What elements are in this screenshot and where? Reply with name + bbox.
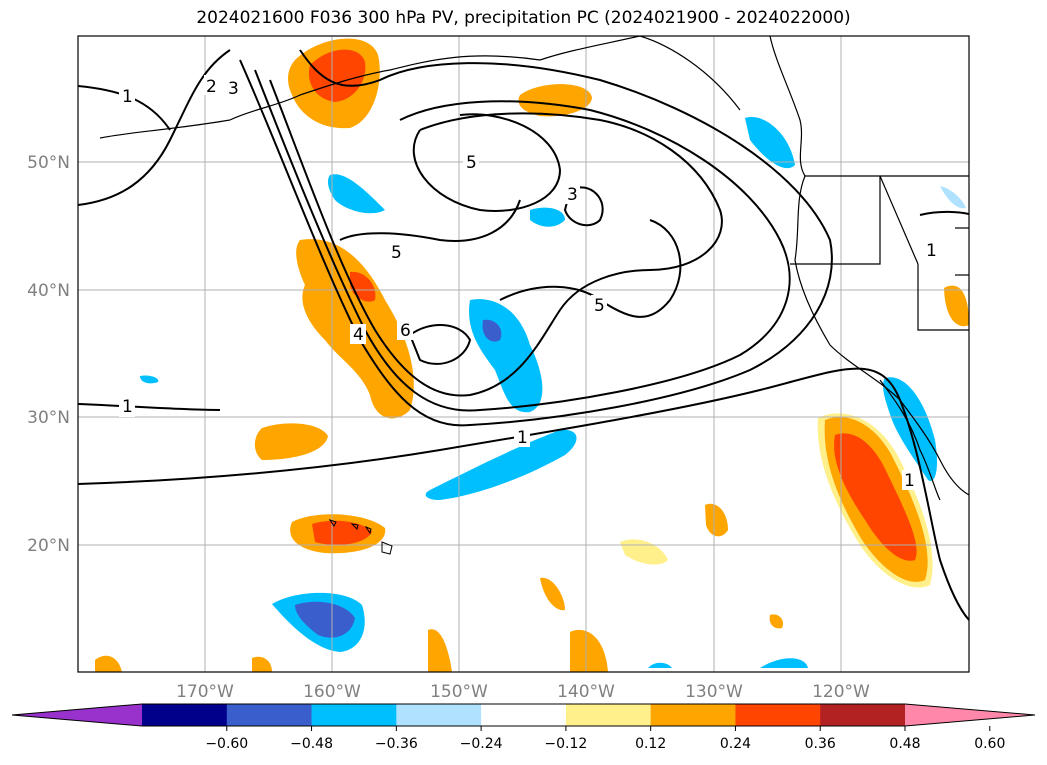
pv-contour-3-mid xyxy=(254,69,791,412)
precip-negative-region xyxy=(745,117,795,169)
map-border xyxy=(77,35,970,673)
pv-contour-6 xyxy=(408,323,472,365)
lon-label: 160°W xyxy=(303,682,361,702)
lat-label: 50°N xyxy=(27,153,70,173)
colorbar-tick-label: −0.36 xyxy=(375,736,418,752)
precip-positive-region xyxy=(944,285,969,327)
colorbar-tick-label: 0.36 xyxy=(805,736,836,752)
pv-contour-1-east xyxy=(919,210,969,216)
precip-positive-region xyxy=(570,629,608,672)
precip-negative-core xyxy=(482,319,502,342)
precip-negative-core xyxy=(295,601,355,638)
precip-negative-region xyxy=(327,174,385,214)
contour-label: 5 xyxy=(466,153,477,173)
contour-label: 2 xyxy=(206,77,217,97)
pv-contour-4 xyxy=(269,79,723,397)
precip-positive-region xyxy=(769,614,784,629)
colorbar-segment xyxy=(396,704,482,726)
colorbar-extend-high xyxy=(905,704,1035,726)
contour-label: 6 xyxy=(400,321,411,341)
colorbar-segment xyxy=(311,704,397,726)
coastlines xyxy=(99,36,969,501)
precip-negative-region xyxy=(530,207,565,227)
pv-contour-2 xyxy=(78,49,231,206)
lon-label: 150°W xyxy=(430,682,488,702)
colorbar-extend-low xyxy=(12,704,142,726)
contour-label: 1 xyxy=(122,87,133,107)
colorbar: −0.60 −0.48 −0.36 −0.24 −0.12 0.12 0.24 0.36 0.4… xyxy=(11,703,1036,752)
contour-labels: 1 2 3 5 3 5 5 6 4 1 1 1 1 xyxy=(119,75,940,491)
contour-label: 1 xyxy=(904,471,915,491)
precip-positive-region xyxy=(620,539,668,565)
lat-label: 40°N xyxy=(27,281,70,301)
colorbar-tick-label: 0.24 xyxy=(720,736,751,752)
colorbar-segment xyxy=(481,704,567,726)
latitude-labels: 50°N 40°N 30°N 20°N xyxy=(27,153,70,556)
pv-contour-1 xyxy=(78,367,969,621)
contour-label: 3 xyxy=(567,185,578,205)
pv-contour-1-west xyxy=(78,403,221,411)
precip-positive-region xyxy=(540,577,565,611)
colorbar-segment xyxy=(820,704,906,726)
precip-negative-region xyxy=(940,186,966,209)
colorbar-segment xyxy=(226,704,313,726)
precip-positive-region xyxy=(518,84,592,117)
precip-positive-core xyxy=(308,49,366,102)
contour-label: 4 xyxy=(353,325,364,345)
colorbar-outline xyxy=(11,703,1036,727)
contour-label: 1 xyxy=(517,428,528,448)
lon-label: 170°W xyxy=(176,682,234,702)
colorbar-tick-label: 0.12 xyxy=(635,736,666,752)
precip-negative-region xyxy=(648,662,672,668)
lon-label: 140°W xyxy=(557,682,615,702)
colorbar-segment xyxy=(650,704,736,726)
contour-label: 5 xyxy=(594,296,605,316)
colorbar-segment xyxy=(735,704,821,726)
colorbar-segment xyxy=(565,704,652,726)
precip-positive-region xyxy=(705,503,728,537)
hawaiian-islands xyxy=(328,519,393,555)
lon-label: 120°W xyxy=(812,682,870,702)
contour-label: 1 xyxy=(122,397,133,417)
colorbar-tick-label: −0.48 xyxy=(290,736,333,752)
pv-contour-5-loop xyxy=(412,113,562,212)
precip-positive-region xyxy=(428,629,452,672)
longitude-labels: 170°W 160°W 150°W 140°W 130°W 120°W xyxy=(176,682,870,702)
contour-label: 3 xyxy=(228,79,239,99)
colorbar-tick-label: 0.60 xyxy=(974,736,1005,752)
pv-contour-5-south xyxy=(499,219,682,318)
precip-positive-core xyxy=(312,520,372,545)
precip-positive-region xyxy=(95,655,122,672)
lat-label: 30°N xyxy=(27,408,70,428)
colorbar-tick-label: 0.48 xyxy=(889,736,920,752)
colorbar-tick-label: −0.12 xyxy=(544,736,587,752)
precip-positive-region xyxy=(254,423,328,460)
precip-positive-region xyxy=(252,656,272,672)
pv-contour-5-inner xyxy=(339,199,521,242)
pv-contour-3-loop xyxy=(563,186,604,227)
lat-label: 20°N xyxy=(27,536,70,556)
lon-label: 130°W xyxy=(685,682,743,702)
colorbar-segment xyxy=(142,704,228,726)
colorbar-tick-label: −0.60 xyxy=(205,736,248,752)
precip-negative-region xyxy=(760,658,808,668)
precip-negative-region xyxy=(140,375,159,384)
colorbar-tick-label: −0.24 xyxy=(460,736,503,752)
map-title: 2024021600 F036 300 hPa PV, precipitatio… xyxy=(196,8,851,28)
pv-contours xyxy=(78,49,969,621)
contour-label: 5 xyxy=(391,243,402,263)
precip-negative-region xyxy=(425,429,577,500)
contour-label: 1 xyxy=(926,241,937,261)
precip-positive-core xyxy=(834,433,917,561)
